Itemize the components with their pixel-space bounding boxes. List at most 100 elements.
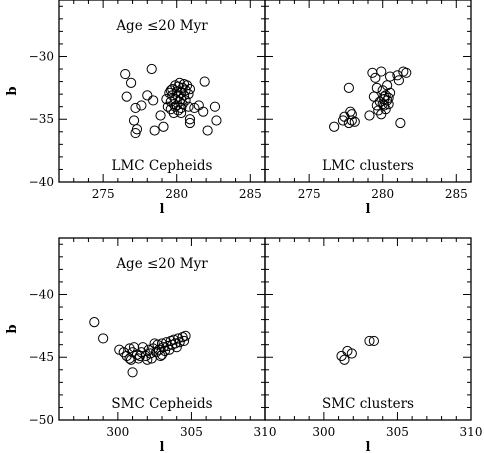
data-point xyxy=(368,335,379,347)
data-point xyxy=(184,117,196,129)
data-point xyxy=(121,91,132,102)
y-axis-label: b xyxy=(5,324,20,333)
y-axis-label: b xyxy=(5,86,20,95)
data-point xyxy=(184,114,196,125)
data-point xyxy=(343,117,354,129)
data-point xyxy=(382,80,393,91)
data-point xyxy=(383,92,394,104)
x-tick-label: 285 xyxy=(239,187,262,201)
data-point xyxy=(148,95,159,106)
x-tick-label: 280 xyxy=(371,187,394,201)
data-point xyxy=(142,90,153,101)
data-point xyxy=(401,67,412,78)
lmc-clusters-frame xyxy=(264,0,472,183)
x-tick-label: 275 xyxy=(298,187,321,201)
x-tick-label: 310 xyxy=(254,425,277,439)
data-point xyxy=(364,110,375,121)
data-point xyxy=(130,127,141,139)
data-point xyxy=(371,100,382,111)
data-point xyxy=(149,338,160,349)
data-point xyxy=(384,87,396,98)
data-point xyxy=(339,354,350,365)
y-tick-label: −30 xyxy=(29,49,54,63)
data-point xyxy=(162,101,173,112)
data-point xyxy=(124,343,135,354)
x-tick-label: 275 xyxy=(92,187,115,201)
data-point xyxy=(346,348,357,359)
data-point xyxy=(176,102,187,114)
data-point xyxy=(376,66,387,77)
x-axis-label: l xyxy=(366,202,371,217)
data-point xyxy=(180,95,191,106)
data-point xyxy=(371,82,382,93)
data-point xyxy=(149,125,160,136)
data-point xyxy=(329,121,340,132)
data-point xyxy=(156,349,168,360)
data-point xyxy=(178,335,190,347)
data-point xyxy=(180,85,191,96)
data-point xyxy=(180,330,191,342)
data-point xyxy=(345,106,356,117)
x-tick-label: 280 xyxy=(165,187,188,201)
data-point xyxy=(368,91,379,102)
x-axis-label: l xyxy=(160,440,165,453)
data-point xyxy=(364,335,375,347)
x-axis-label: l xyxy=(160,202,165,217)
data-point xyxy=(184,84,196,95)
data-point xyxy=(209,101,221,112)
lmc-clusters-panel: 275 280 285 l LMC clusters xyxy=(264,0,472,217)
data-point xyxy=(379,91,390,102)
data-point xyxy=(165,104,176,115)
smc-cepheids-panel: 300 305 310 −40 −45 −50 l b Age ≤20 Myr SMC Cephe… xyxy=(5,237,277,453)
data-point xyxy=(145,348,156,359)
data-point xyxy=(128,115,140,126)
data-point xyxy=(183,89,194,100)
data-point xyxy=(198,106,209,117)
data-point xyxy=(158,121,169,132)
y-tick-label: −40 xyxy=(29,287,54,301)
data-point xyxy=(146,63,157,75)
data-point xyxy=(178,90,190,101)
y-tick-label: −35 xyxy=(29,112,54,126)
data-point xyxy=(120,68,131,80)
data-point xyxy=(174,337,185,348)
x-tick-label: 305 xyxy=(386,425,409,439)
data-point xyxy=(199,76,210,87)
lmc-cepheids-panel: 275 280 285 −30 −35 −40 l b Age ≤20 Myr LMC Cephe… xyxy=(5,0,266,217)
data-point xyxy=(130,102,141,114)
data-point xyxy=(137,342,148,353)
data-point xyxy=(211,115,222,126)
data-point xyxy=(393,75,404,86)
panel-title: LMC Cepheids xyxy=(112,158,213,174)
data-point xyxy=(336,350,347,362)
x-tick-label: 305 xyxy=(180,425,203,439)
data-point xyxy=(174,77,185,88)
data-point xyxy=(134,350,146,362)
smc-clusters-panel: 300 305 310 l SMC clusters xyxy=(264,237,483,453)
panel-title: SMC clusters xyxy=(322,396,414,412)
data-point xyxy=(202,125,213,136)
age-label: Age ≤20 Myr xyxy=(115,18,208,34)
age-label: Age ≤20 Myr xyxy=(115,256,208,272)
data-point xyxy=(370,72,381,83)
data-point xyxy=(343,82,354,93)
data-point xyxy=(383,99,394,110)
data-point xyxy=(136,100,147,111)
data-point xyxy=(126,354,137,365)
data-point xyxy=(155,110,166,121)
x-tick-label: 285 xyxy=(445,187,468,201)
data-point xyxy=(89,316,100,328)
x-tick-label: 300 xyxy=(312,425,335,439)
data-point xyxy=(168,107,179,119)
data-point xyxy=(346,109,357,120)
x-axis-label: l xyxy=(366,440,371,453)
data-point xyxy=(183,101,194,112)
x-tick-label: 300 xyxy=(106,425,129,439)
y-tick-label: −40 xyxy=(29,175,54,189)
data-point xyxy=(98,333,109,344)
data-point xyxy=(384,71,396,82)
y-tick-label: −45 xyxy=(29,350,54,364)
x-tick-label: 310 xyxy=(460,425,483,439)
data-point xyxy=(126,77,137,88)
